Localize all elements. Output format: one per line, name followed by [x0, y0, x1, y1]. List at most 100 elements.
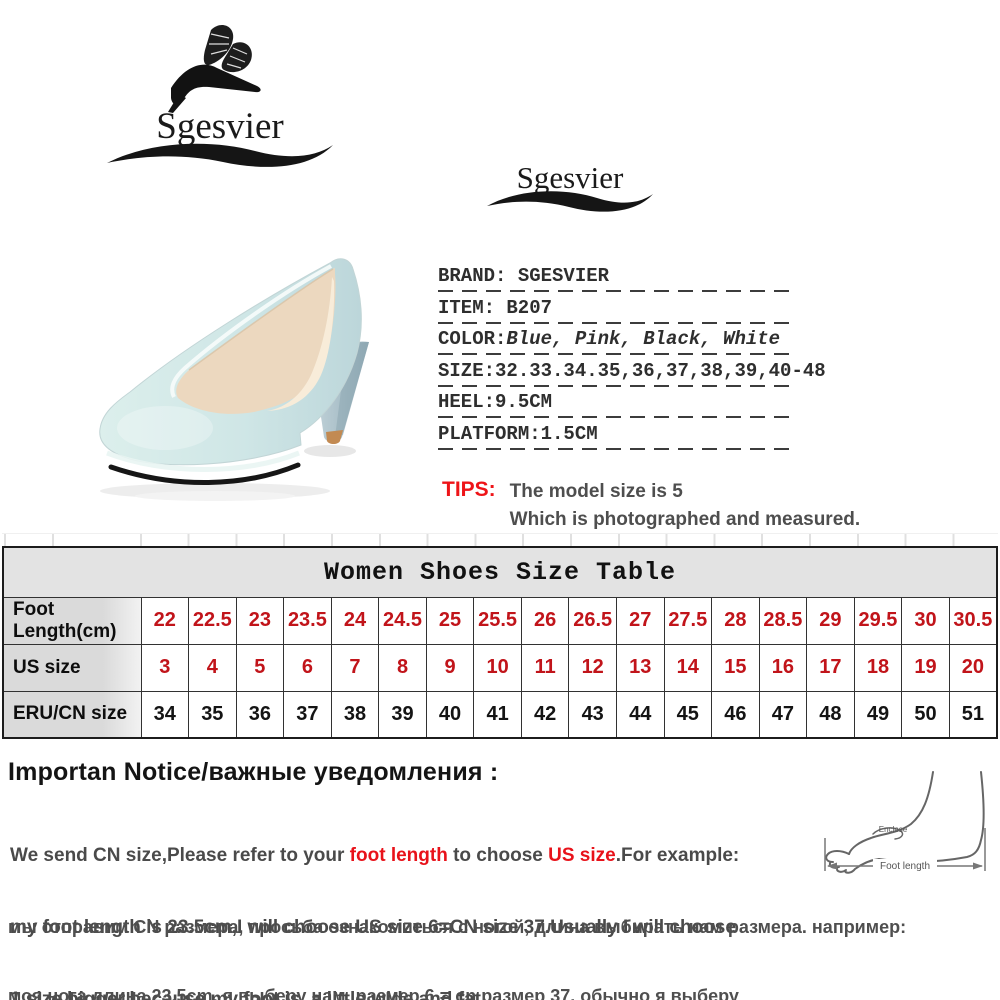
foot-length-label: Foot length [880, 861, 930, 872]
table-cell: 48 [806, 690, 855, 739]
table-cell: 4 [188, 643, 237, 692]
table-cell: 50 [901, 690, 950, 739]
table-cell: 5 [235, 643, 285, 692]
tips-block: TIPS: The model size is 5 Which is photo… [442, 478, 860, 534]
table-cell: 3 [140, 643, 190, 692]
notice-english: We send CN size,Please refer to your foo… [10, 798, 739, 1000]
table-cell: 8 [378, 643, 427, 692]
notice-ru-line-2: моя нога длина 23.5cm, я выберу нам, раз… [8, 986, 739, 1000]
notice-en-line-2: my foot length is 23.5cm,I will choose U… [10, 917, 736, 938]
table-cell: 29.5 [853, 596, 903, 645]
table-cell: 36 [235, 690, 285, 739]
dashed-divider [438, 320, 796, 324]
detail-row-heel: HEEL:9.5CM [438, 392, 796, 424]
dashed-divider [438, 352, 796, 355]
table-cell: 23.5 [283, 596, 332, 645]
table-cell: 34 [140, 690, 190, 739]
table-cell: 44 [615, 690, 665, 739]
size-table-title: Women Shoes Size Table [2, 546, 998, 598]
table-cell: 41 [473, 690, 522, 739]
detail-label: HEEL: [438, 391, 496, 413]
table-cell: 26.5 [568, 596, 617, 645]
tips-label: TIPS: [442, 478, 496, 501]
table-cell: 18 [853, 643, 903, 692]
table-cell: 43 [568, 690, 617, 739]
notice-red-text: foot length [349, 845, 448, 866]
table-ghost-gridlines [2, 533, 998, 546]
table-cell: 49 [853, 690, 903, 739]
table-cell: 29 [806, 596, 855, 645]
detail-row-brand: BRAND: SGESVIER [438, 266, 796, 298]
table-cell: 47 [758, 690, 808, 739]
table-cell: 19 [901, 643, 950, 692]
heel-butterfly-logo-icon [168, 24, 261, 113]
table-cell: 24.5 [378, 596, 427, 645]
table-cell: 42 [520, 690, 570, 739]
table-cell: 28.5 [758, 596, 808, 645]
table-cell: 12 [568, 643, 617, 692]
dashed-divider [438, 446, 796, 450]
table-row-label: US size [2, 643, 142, 692]
table-cell: 24 [330, 596, 380, 645]
detail-row-color: COLOR:Blue, Pink, Black, White [438, 329, 796, 361]
table-cell: 26 [520, 596, 570, 645]
detail-value: SGESVIER [517, 265, 610, 287]
table-cell: 22.5 [188, 596, 237, 645]
detail-value: Blue, Pink, Black, White [506, 328, 781, 350]
detail-row-size: SIZE:32.33.34.35,36,37,38,39,40-48 [438, 359, 826, 393]
notice-text: We send CN size,Please refer to your [10, 845, 350, 866]
detail-label: COLOR: [438, 328, 507, 350]
table-cell: 14 [663, 643, 713, 692]
logo-swoosh-icon [107, 143, 333, 167]
table-cell: 39 [378, 690, 427, 739]
notice-en-line-1: We send CN size,Please refer to your foo… [10, 842, 739, 870]
brand-logo-text: Sgesvier [156, 106, 284, 147]
table-cell: 10 [473, 643, 522, 692]
table-cell: 45 [663, 690, 713, 739]
table-title-row: Women Shoes Size Table [2, 546, 998, 598]
detail-row-item: ITEM: B207 [438, 298, 796, 330]
table-cell: 9 [425, 643, 475, 692]
table-row-label: Foot Length(cm) [2, 596, 142, 645]
product-details: BRAND: SGESVIER ITEM: B207 COLOR:Blue, Pin… [438, 266, 826, 456]
table-cell: 13 [615, 643, 665, 692]
detail-label: PLATFORM: [438, 422, 541, 445]
size-table-body: Foot Length(cm) 22 22.5 23 23.5 24 24.5 25 25.5 2… [2, 596, 998, 739]
detail-label: ITEM: [438, 296, 496, 319]
table-cell: 16 [758, 643, 808, 692]
brand-logo: Sgesvier [100, 22, 340, 171]
table-cell: 28 [711, 596, 760, 645]
dashed-divider [438, 289, 796, 292]
table-cell: 11 [520, 643, 570, 692]
secondary-logo-swoosh-icon [487, 191, 653, 212]
table-cell: 27.5 [663, 596, 713, 645]
table-row: ERU/CN size 34 35 36 37 38 39 40 41 42 43 44 45 46 47 4… [2, 690, 998, 739]
notice-red-text: US size [548, 845, 616, 866]
table-cell: 27 [615, 596, 665, 645]
product-photo [99, 258, 369, 501]
table-cell: 15 [711, 643, 760, 692]
notice-heading: Importan Notice/важные уведомления : [8, 758, 499, 786]
detail-value: 1.5CM [540, 422, 598, 445]
table-cell: 37 [283, 690, 332, 739]
table-cell: 46 [711, 690, 760, 739]
dashed-divider [438, 415, 796, 418]
tips-line-1: The model size is 5 [509, 481, 683, 502]
detail-value: B207 [506, 296, 553, 319]
detail-value: 32.33.34.35,36,37,38,39,40-48 [495, 359, 826, 382]
detail-label: SIZE: [438, 359, 496, 382]
table-cell: 20 [948, 643, 998, 692]
table-row: Foot Length(cm) 22 22.5 23 23.5 24 24.5 25 25.5 2… [2, 596, 998, 645]
notice-en-line-3: 1 size bigger,because my foot is a littl… [10, 989, 487, 1000]
detail-row-platform: PLATFORM:1.5CM [438, 424, 796, 456]
table-cell: 30.5 [948, 596, 998, 645]
table-cell: 25 [425, 596, 475, 645]
table-cell: 38 [330, 690, 380, 739]
tips-line-2: Which is photographed and measured. [509, 509, 861, 530]
dashed-divider [438, 383, 796, 387]
table-cell: 25.5 [473, 596, 522, 645]
detail-label: BRAND: [438, 265, 507, 287]
table-cell: 22 [140, 596, 190, 645]
size-table: Women Shoes Size Table Foot Length(cm) 22… [2, 546, 998, 739]
table-cell: 51 [948, 690, 998, 739]
